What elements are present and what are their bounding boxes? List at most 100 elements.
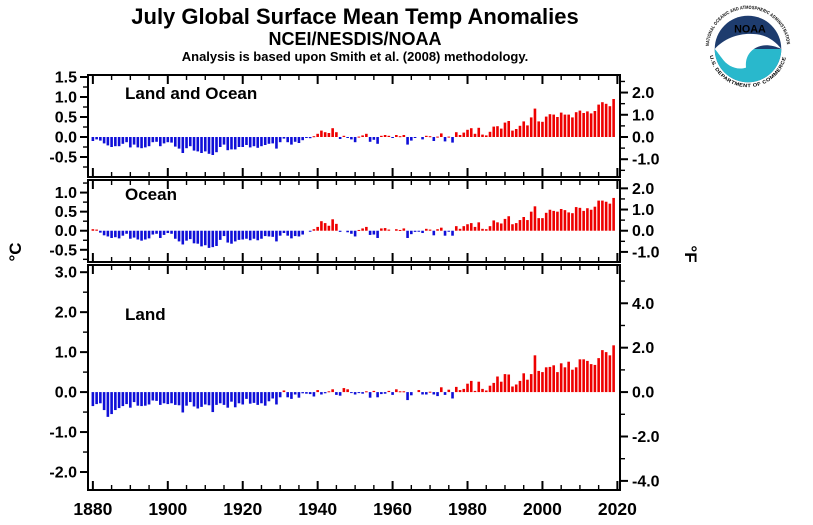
bar-1889	[125, 230, 128, 234]
bar-1912	[211, 137, 215, 155]
bar-1967	[417, 230, 421, 232]
bar-1923	[252, 230, 256, 239]
bar-2016	[601, 200, 604, 231]
page-title: July Global Surface Mean Temp Anomalies	[131, 4, 579, 29]
bar-1924	[256, 392, 260, 405]
bar-1992	[511, 130, 514, 137]
bar-1952	[361, 228, 364, 231]
bar-1940	[316, 133, 319, 137]
bar-2009	[574, 207, 578, 231]
bar-1915	[222, 392, 226, 405]
ytick-label-f: -1.0	[632, 244, 660, 261]
figure-header: July Global Surface Mean Temp Anomalies …	[0, 4, 710, 65]
bar-1976	[451, 230, 454, 236]
bar-1949	[350, 137, 353, 140]
bar-1918	[233, 230, 237, 242]
bar-1955	[372, 230, 376, 235]
bar-1995	[522, 373, 526, 393]
bar-1925	[260, 392, 263, 404]
bar-1886	[114, 230, 117, 238]
bar-1920	[241, 392, 245, 405]
bar-1999	[537, 370, 540, 393]
bar-2017	[604, 103, 608, 137]
bar-2000	[541, 372, 544, 393]
bars	[91, 99, 615, 155]
bar-2005	[559, 208, 563, 231]
bar-1881	[95, 392, 98, 405]
bar-1893	[140, 392, 143, 407]
ytick-label-f: -1.0	[632, 152, 660, 169]
bar-1982	[473, 226, 477, 231]
bar-1897	[155, 137, 158, 142]
bar-1936	[301, 392, 304, 394]
bar-1890	[129, 230, 132, 239]
ytick-label-f: 2.0	[632, 340, 654, 357]
bar-1896	[151, 230, 155, 235]
bar-1955	[372, 137, 376, 140]
bar-1983	[477, 222, 481, 231]
bar-2012	[586, 208, 589, 231]
bar-1978	[458, 228, 462, 231]
bar-2009	[574, 112, 578, 137]
bar-1939	[312, 136, 316, 138]
bar-1938	[308, 392, 312, 395]
bar-1903	[177, 230, 181, 242]
bar-1969	[425, 135, 428, 137]
bar-1979	[462, 226, 466, 231]
bar-1907	[192, 137, 196, 151]
bar-1901	[170, 230, 173, 234]
bar-1953	[365, 226, 368, 231]
bar-1988	[496, 126, 499, 137]
panel-land: 3.0 2.0 1.0 0.0 -1.0 -2.0 4.0 2.0 0.0 -2.0 -4.0 Lan…	[49, 264, 660, 491]
bar-1934	[293, 392, 297, 395]
bar-1989	[499, 381, 503, 393]
bar-1939	[312, 229, 316, 231]
bar-1930	[278, 137, 282, 143]
ytick-label-c: 0.0	[55, 385, 77, 402]
bar-1892	[136, 392, 140, 406]
bar-1964	[406, 230, 409, 238]
bar-1891	[132, 230, 136, 238]
bar-1896	[151, 137, 155, 143]
bar-1901	[170, 137, 173, 143]
bar-1904	[181, 392, 185, 413]
bar-1966	[413, 230, 417, 232]
bar-1899	[162, 392, 166, 404]
bar-2018	[608, 106, 612, 137]
bar-1945	[335, 392, 338, 395]
bar-1973	[439, 133, 443, 137]
bar-2010	[578, 110, 582, 137]
bar-1906	[188, 137, 192, 147]
bar-1965	[410, 392, 413, 396]
xtick-label-year: 1900	[148, 499, 187, 519]
bar-1884	[106, 230, 110, 237]
bar-1992	[511, 224, 514, 231]
bar-1977	[454, 386, 458, 393]
bar-1964	[406, 392, 409, 401]
bar-1948	[346, 137, 349, 138]
bar-1889	[125, 137, 128, 143]
bar-1973	[439, 387, 443, 393]
bar-1950	[353, 137, 357, 143]
bar-1895	[147, 230, 151, 239]
bar-1906	[188, 392, 192, 403]
ytick-label-c: 1.0	[55, 90, 77, 107]
bar-1902	[173, 392, 177, 405]
bar-2011	[582, 113, 585, 137]
bar-1893	[140, 230, 143, 241]
bar-2009	[574, 367, 578, 393]
bar-2006	[563, 114, 567, 137]
bar-1926	[263, 230, 267, 237]
bar-1957	[380, 135, 383, 137]
bar-1931	[282, 230, 286, 234]
bar-2006	[563, 210, 567, 231]
bar-1922	[248, 230, 252, 241]
bar-1977	[454, 226, 458, 231]
bar-1968	[421, 392, 424, 395]
bar-1986	[488, 226, 492, 231]
bar-1921	[245, 137, 248, 145]
bar-1897	[155, 392, 158, 401]
bar-1905	[185, 137, 188, 149]
bar-1987	[492, 220, 496, 231]
bar-1907	[192, 392, 196, 407]
